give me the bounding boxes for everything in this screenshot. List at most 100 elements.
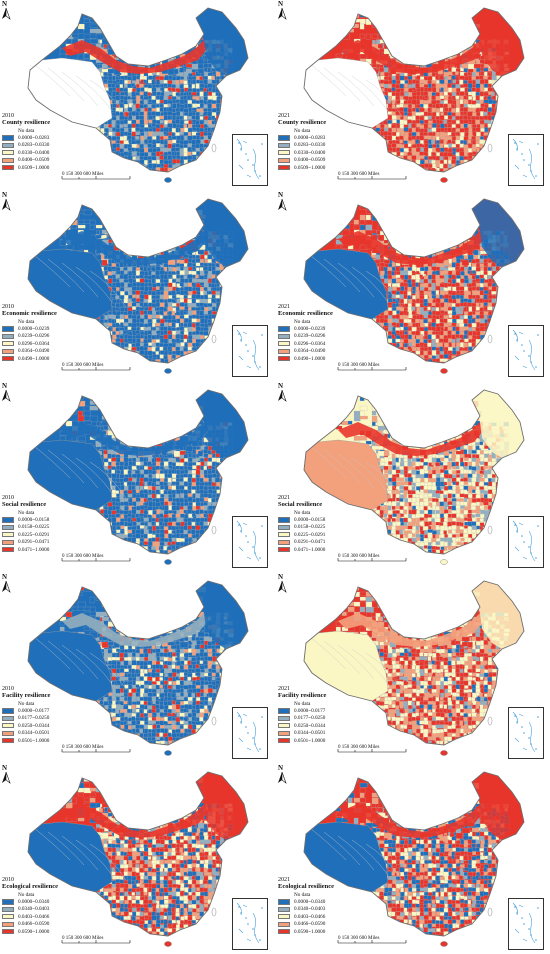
county-cell [432,267,437,271]
county-cell [174,210,182,214]
county-cell [216,295,220,298]
county-cell [500,172,504,176]
county-cell [384,160,389,165]
county-cell [225,275,229,279]
county-cell [184,40,189,44]
county-cell [468,29,474,34]
county-cell [491,291,496,294]
county-cell [152,330,157,335]
county-cell [415,44,420,48]
county-cell [216,339,221,344]
county-cell [444,100,448,103]
county-cell [144,56,148,61]
county-cell [452,175,457,180]
county-cell [124,136,127,140]
county-cell [125,248,128,252]
county-cell [104,152,108,155]
county-cell [192,40,197,45]
county-cell [503,271,508,275]
county-cell [132,49,136,52]
county-cell [500,141,503,146]
county-cell [221,327,225,332]
county-cell [181,231,186,236]
county-cell [150,39,156,42]
county-cell [476,176,480,179]
county-cell [148,92,151,95]
county-cell [144,250,149,255]
county-cell [124,84,128,88]
county-cell [400,164,405,169]
county-cell [138,59,143,62]
county-cell [180,34,184,40]
county-cell [472,84,475,87]
legend-label: 0.0000~0.0283 [18,135,49,141]
county-cell [443,231,447,236]
county-cell [464,40,467,44]
county-cell [412,231,417,235]
county-cell [156,100,159,104]
county-cell [195,279,200,282]
county-cell [156,215,161,220]
legend-label: 0.0490~1.0000 [18,356,49,362]
county-cell [436,137,439,141]
county-cell [420,39,426,44]
county-cell [448,310,453,313]
county-cell [203,327,208,330]
county-cell [384,68,388,73]
county-cell [220,291,225,295]
county-cell [388,295,391,300]
county-cell [140,347,145,352]
county-cell [139,287,144,290]
county-cell [181,342,185,346]
county-cell [444,235,448,238]
county-cell [468,100,471,104]
county-cell [188,168,193,172]
county-cell [140,171,145,176]
county-cell [172,231,176,235]
county-cell [408,112,413,116]
county-cell [164,275,167,279]
county-cell [172,84,176,87]
county-cell [216,164,221,169]
county-cell [428,239,433,244]
county-cell [480,72,483,76]
county-cell [184,339,187,342]
county-cell [404,115,408,120]
county-cell [78,24,84,29]
county-cell [480,111,483,116]
county-cell [152,363,156,367]
county-cell [156,242,161,246]
county-cell [196,263,200,266]
county-cell [420,84,425,87]
county-cell [145,231,149,235]
county-cell [136,79,139,84]
county-cell [140,88,144,92]
county-cell [176,347,180,351]
county-cell [212,160,216,164]
county-cell [432,160,436,164]
county-cell [140,52,144,56]
county-cell [168,115,171,120]
county-cell [156,247,161,252]
county-cell [192,39,196,43]
county-cell [186,19,191,24]
county-cell [460,100,463,105]
county-cell [496,279,499,283]
county-cell [415,319,419,323]
county-cell [440,172,444,175]
county-cell [392,235,395,238]
county-cell [432,108,436,113]
county-cell [135,92,139,95]
county-cell [186,215,193,219]
county-cell [148,231,152,235]
county-cell [148,331,152,335]
county-cell [417,311,421,314]
county-cell [136,52,140,55]
county-cell [396,100,400,103]
county-cell [378,19,384,24]
county-cell [116,351,120,354]
county-cell [132,251,137,254]
county-cell [220,322,224,327]
county-cell [156,343,160,346]
county-cell [137,247,141,250]
